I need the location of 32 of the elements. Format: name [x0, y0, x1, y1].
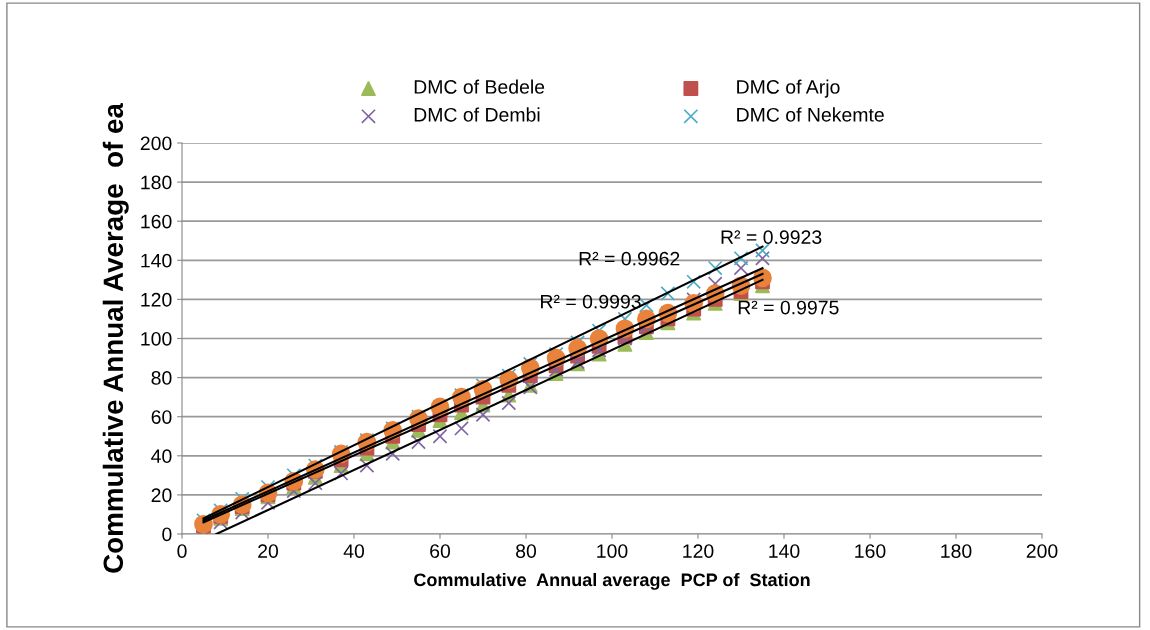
y-tick-label: 80 — [151, 371, 172, 385]
annotation: R² = 0.9923 — [721, 230, 822, 245]
y-tick-label: 0 — [162, 527, 172, 542]
x-tick-label: 120 — [683, 544, 714, 558]
x-axis-title: Commulative Annual average PCP of Station — [414, 572, 810, 590]
y-tick-label: 20 — [151, 488, 172, 503]
annotation: R² = 0.9993 — [541, 294, 641, 309]
legend-label: DMC of Bedele — [414, 79, 545, 94]
y-tick-label: 40 — [151, 449, 172, 464]
annotation: R² = 0.9975 — [738, 300, 839, 315]
x-tick-label: 80 — [516, 544, 537, 558]
y-axis-title: Commulative Annual Average of ea — [102, 102, 129, 573]
x-tick-label: 160 — [855, 544, 886, 558]
y-tick-label: 100 — [141, 331, 172, 346]
y-tick-label: 200 — [140, 136, 172, 151]
y-tick-label: 160 — [141, 214, 172, 229]
x-tick-label: 60 — [430, 544, 451, 558]
x-tick-label: 0 — [177, 544, 187, 558]
legend-label: DMC of Dembi — [414, 107, 540, 122]
legend-label: DMC of Arjo — [737, 79, 840, 98]
x-tick-label: 180 — [941, 544, 972, 558]
x-tick-label: 140 — [769, 544, 800, 558]
x-tick-label: 40 — [343, 544, 365, 558]
y-tick-label: 140 — [141, 253, 172, 268]
legend-label: DMC of Nekemte — [737, 107, 884, 122]
y-tick-label: 120 — [141, 292, 172, 307]
y-tick-label: 60 — [151, 410, 172, 424]
x-tick-label: 100 — [597, 544, 628, 558]
x-tick-label: 20 — [258, 544, 279, 558]
annotation: R² = 0.9962 — [579, 251, 680, 266]
y-tick-label: 180 — [141, 175, 172, 190]
x-tick-label: 200 — [1026, 544, 1058, 558]
